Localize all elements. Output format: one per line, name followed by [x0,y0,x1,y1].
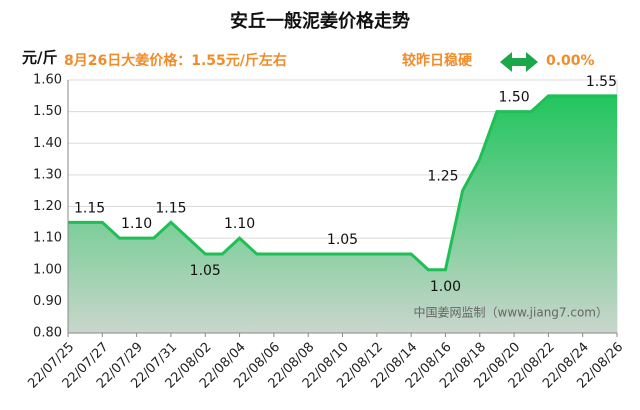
value-label: 1.05 [327,232,358,248]
value-label: 1.10 [121,216,152,232]
y-tick-label: 1.10 [33,231,62,246]
area-fill [68,95,617,333]
subtitle: 8月26日大姜价格：1.55元/斤左右 [64,52,287,69]
y-tick-label: 1.30 [33,167,62,182]
y-tick-label: 0.90 [33,294,62,309]
change-label: 较昨日稳硬 [402,52,473,69]
value-label: 1.00 [430,279,461,295]
value-label: 1.55 [586,74,617,90]
flat-arrow-icon [500,52,538,72]
change-value: 0.00% [546,53,595,69]
value-label: 1.50 [498,90,529,106]
value-label: 1.25 [427,169,458,185]
value-label: 1.15 [155,200,186,216]
chart-title: 安丘一般泥姜价格走势 [230,10,410,32]
y-tick-label: 1.20 [33,199,62,214]
y-tick-label: 1.40 [33,136,62,151]
y-tick-label: 1.60 [33,73,62,88]
y-tick-label: 0.80 [33,326,62,341]
value-label: 1.05 [190,263,221,279]
value-label: 1.10 [224,216,255,232]
y-tick-label: 1.50 [33,104,62,119]
price-line [68,94,617,272]
y-tick-label: 1.00 [33,262,62,277]
value-label: 1.15 [74,200,105,216]
watermark: 中国姜网监制（www.jiang7.com） [414,305,608,320]
y-unit: 元/斤 [22,49,57,67]
